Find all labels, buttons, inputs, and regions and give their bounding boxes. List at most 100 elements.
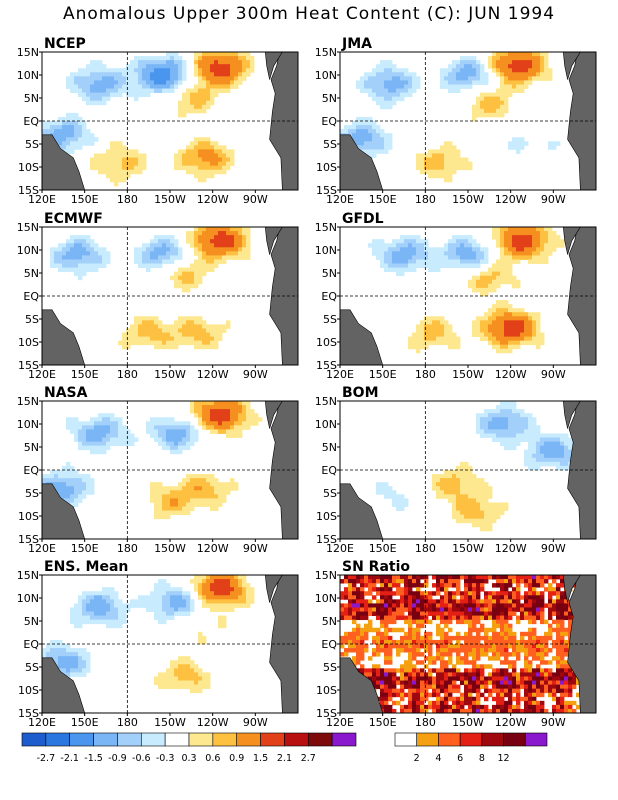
- grid-cell: [194, 145, 199, 150]
- grid-cell: [218, 149, 223, 154]
- grid-cell: [178, 445, 183, 451]
- grid-cell: [138, 60, 143, 65]
- grid-cell: [464, 518, 469, 524]
- grid-cell: [114, 169, 119, 175]
- grid-cell: [376, 591, 381, 596]
- grid-cell: [384, 96, 389, 102]
- grid-cell: [556, 461, 561, 467]
- grid-cell: [138, 76, 143, 81]
- grid-cell: [508, 231, 513, 236]
- grid-cell: [548, 595, 553, 600]
- grid-cell: [456, 64, 461, 69]
- grid-cell: [556, 615, 561, 621]
- grid-cell: [190, 104, 195, 110]
- grid-cell: [182, 482, 187, 487]
- grid-cell: [206, 145, 211, 150]
- grid-cell: [420, 340, 425, 346]
- grid-cell: [480, 255, 485, 260]
- grid-cell: [74, 239, 79, 244]
- grid-cell: [170, 332, 175, 337]
- grid-cell: [138, 56, 143, 61]
- grid-cell: [214, 52, 219, 57]
- grid-cell: [540, 583, 545, 588]
- grid-cell: [436, 328, 441, 333]
- grid-cell: [138, 328, 143, 333]
- grid-cell: [170, 328, 175, 333]
- grid-cell: [396, 494, 401, 499]
- grid-cell: [512, 235, 517, 240]
- grid-cell: [238, 405, 243, 410]
- grid-cell: [372, 595, 377, 600]
- grid-cell: [524, 429, 529, 434]
- grid-cell: [206, 267, 211, 273]
- grid-cell: [210, 328, 215, 333]
- grid-cell: [556, 583, 561, 588]
- grid-cell: [198, 96, 203, 102]
- grid-cell: [102, 417, 107, 422]
- grid-cell: [536, 336, 541, 342]
- grid-cell: [436, 316, 441, 321]
- grid-cell: [170, 76, 175, 81]
- grid-cell: [206, 344, 211, 350]
- grid-cell: [452, 474, 457, 479]
- grid-cell: [202, 255, 207, 260]
- grid-cell: [122, 169, 127, 175]
- grid-cell: [484, 291, 489, 297]
- grid-cell: [444, 635, 449, 641]
- grid-cell: [416, 263, 421, 268]
- y-tick-label: 5N: [24, 441, 39, 454]
- grid-cell: [218, 227, 223, 232]
- grid-cell: [484, 526, 489, 532]
- grid-cell: [238, 64, 243, 69]
- grid-cell: [82, 235, 87, 240]
- grid-cell: [436, 494, 441, 499]
- grid-cell: [444, 320, 449, 325]
- grid-cell: [540, 615, 545, 621]
- grid-cell: [222, 599, 227, 604]
- grid-cell: [552, 243, 557, 248]
- grid-cell: [198, 684, 203, 690]
- grid-cell: [524, 328, 529, 333]
- grid-cell: [404, 579, 409, 584]
- grid-cell: [432, 607, 437, 612]
- grid-cell: [226, 603, 231, 608]
- grid-cell: [500, 84, 505, 89]
- grid-cell: [182, 437, 187, 442]
- grid-cell: [448, 635, 453, 641]
- grid-cell: [560, 449, 565, 455]
- grid-cell: [452, 611, 457, 616]
- grid-cell: [416, 587, 421, 592]
- grid-cell: [492, 599, 497, 604]
- grid-cell: [70, 84, 75, 89]
- grid-cell: [456, 591, 461, 596]
- grid-cell: [468, 627, 473, 633]
- grid-cell: [218, 235, 223, 240]
- grid-cell: [456, 490, 461, 495]
- grid-cell: [98, 413, 103, 418]
- grid-cell: [436, 149, 441, 154]
- grid-cell: [468, 583, 473, 588]
- grid-cell: [78, 599, 83, 604]
- grid-cell: [532, 312, 537, 317]
- grid-cell: [186, 474, 191, 479]
- grid-cell: [468, 76, 473, 81]
- grid-cell: [166, 247, 171, 252]
- grid-cell: [436, 263, 441, 268]
- grid-cell: [246, 227, 251, 232]
- grid-cell: [428, 336, 433, 342]
- grid-cell: [464, 639, 469, 645]
- grid-cell: [58, 247, 63, 252]
- grid-cell: [532, 591, 537, 596]
- grid-cell: [198, 595, 203, 600]
- grid-cell: [198, 80, 203, 85]
- grid-cell: [110, 437, 115, 442]
- grid-cell: [58, 129, 63, 134]
- grid-cell: [94, 619, 99, 625]
- grid-cell: [122, 340, 127, 346]
- grid-cell: [242, 579, 247, 584]
- grid-cell: [428, 635, 433, 641]
- grid-cell: [508, 316, 513, 321]
- grid-cell: [408, 88, 413, 93]
- grid-cell: [556, 449, 561, 455]
- grid-cell: [560, 239, 565, 244]
